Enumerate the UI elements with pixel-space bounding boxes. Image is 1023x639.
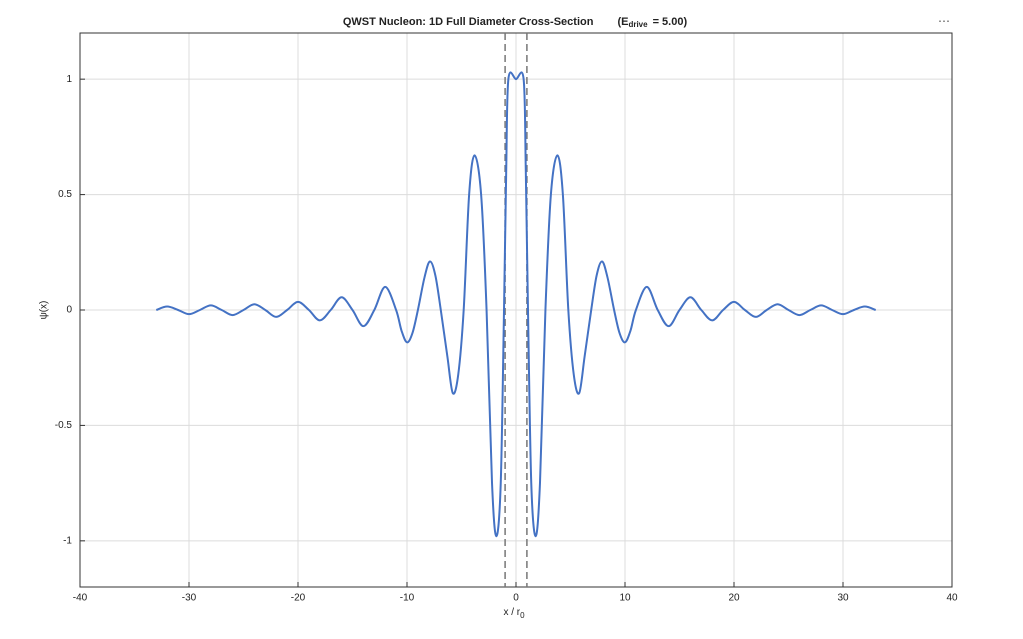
y-tick-label: -1 — [63, 535, 72, 546]
title-symbol: E — [621, 16, 628, 28]
title-main: QWST Nucleon: 1D Full Diameter Cross-Sec… — [343, 16, 594, 28]
x-tick-label: -40 — [73, 593, 88, 604]
plot-frame — [79, 32, 953, 588]
x-tick-label: 40 — [946, 593, 958, 604]
title-symbol: ) — [683, 16, 687, 28]
x-tick-label: -20 — [291, 593, 306, 604]
y-tick-label: 0.5 — [58, 189, 72, 200]
x-label-text: x / r — [503, 607, 520, 618]
x-tick-label: 0 — [513, 593, 519, 604]
menu-button[interactable]: ⋯ — [938, 14, 950, 28]
y-tick-label: 0 — [66, 305, 72, 316]
y-axis-label: ψ(x) — [39, 301, 50, 320]
x-tick-label: -10 — [400, 593, 415, 604]
x-label-subscript: 0 — [520, 611, 525, 620]
x-tick-label: -30 — [182, 593, 197, 604]
x-axis-label: x / r0 — [503, 607, 525, 620]
title-subscript: drive — [628, 20, 648, 29]
x-tick-label: 30 — [837, 593, 849, 604]
data-line — [155, 71, 877, 538]
chart-title: QWST Nucleon: 1D Full Diameter Cross-Sec… — [343, 16, 688, 29]
title-symbol: ( — [617, 16, 621, 28]
title-value: = 5.00 — [653, 16, 684, 28]
y-tick-label: 1 — [66, 74, 72, 85]
y-tick-label: -0.5 — [55, 420, 73, 431]
x-tick-label: 20 — [728, 593, 740, 604]
x-tick-label: 10 — [619, 593, 631, 604]
